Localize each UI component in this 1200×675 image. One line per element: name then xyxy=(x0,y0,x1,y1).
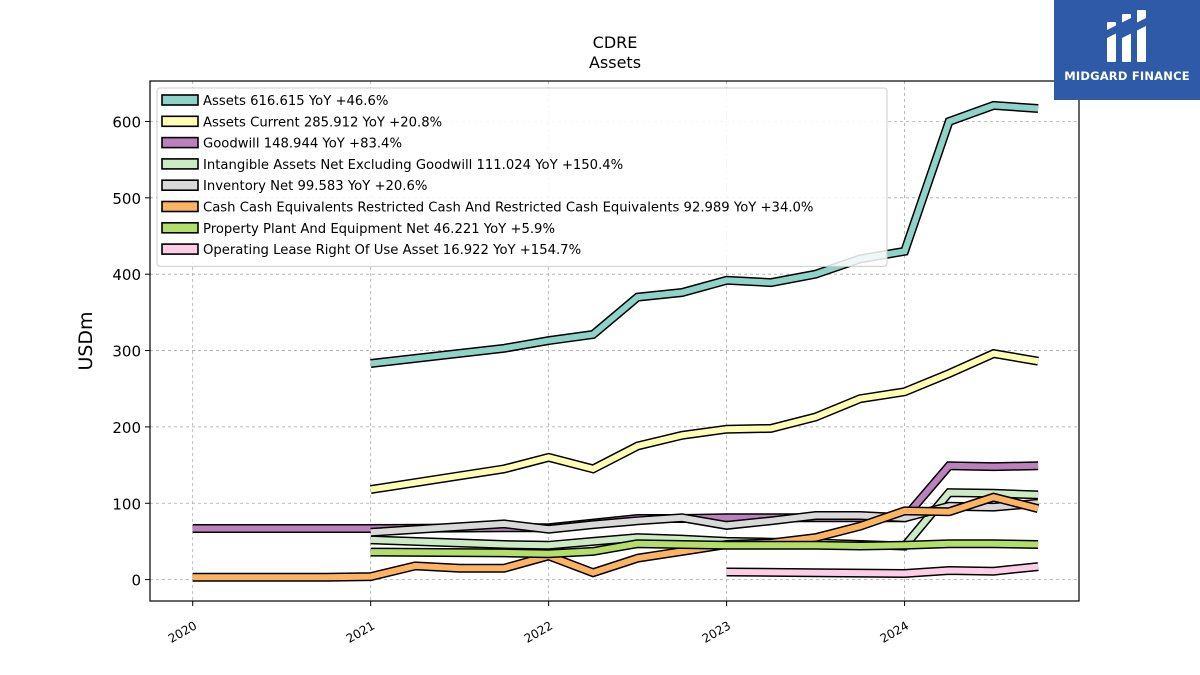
y-tick-label: 0 xyxy=(131,572,141,590)
legend-entry: Inventory Net 99.583 YoY +20.6% xyxy=(203,179,427,194)
y-tick-label: 600 xyxy=(112,113,141,131)
x-tick-label: 2023 xyxy=(700,618,733,645)
x-tick-label: 2024 xyxy=(878,618,911,645)
legend-swatch xyxy=(161,136,199,149)
y-tick-label: 400 xyxy=(112,266,141,284)
series-line-outline xyxy=(370,348,1039,494)
y-tick-label: 100 xyxy=(112,495,141,513)
legend-entry: Cash Cash Equivalents Restricted Cash An… xyxy=(203,201,813,216)
legend-swatch xyxy=(161,94,199,106)
legend-swatch xyxy=(161,222,199,234)
legend-swatch xyxy=(161,179,199,191)
chart-subtitle: Assets xyxy=(589,53,641,72)
legend-swatch xyxy=(161,115,199,128)
logo-mark-icon xyxy=(1107,10,1146,62)
x-tick-label: 2022 xyxy=(522,618,555,645)
series-line xyxy=(370,350,1039,493)
series-line xyxy=(370,102,1039,367)
series-6 xyxy=(370,539,1039,559)
x-tick-label: 2020 xyxy=(166,618,199,645)
brand-logo: MIDGARD FINANCE xyxy=(1054,0,1200,100)
series-line xyxy=(370,540,1039,557)
series-5 xyxy=(192,492,1040,582)
legend: Assets 616.615 YoY +46.6% Assets Current … xyxy=(156,87,888,267)
legend-swatch xyxy=(161,200,199,213)
legend-swatch xyxy=(161,158,199,170)
legend-entry: Intangible Assets Net Excluding Goodwill… xyxy=(203,158,623,173)
legend-box xyxy=(156,87,888,267)
chart-title: CDRE xyxy=(593,33,638,52)
series-line xyxy=(192,494,1039,581)
legend-entry: Assets Current 285.912 YoY +20.8% xyxy=(203,115,442,130)
legend-swatch xyxy=(161,243,199,255)
series-7 xyxy=(726,562,1039,579)
plot-frame xyxy=(149,80,1080,602)
series-lines xyxy=(192,100,1040,582)
legend-entry: Goodwill 148.944 YoY +83.4% xyxy=(203,137,402,152)
x-tick-label: 2021 xyxy=(344,618,377,645)
series-line xyxy=(726,563,1039,577)
y-tick-label: 300 xyxy=(112,343,141,361)
legend-entry: Property Plant And Equipment Net 46.221 … xyxy=(203,222,555,237)
y-tick-label: 500 xyxy=(112,190,141,208)
logo-text: MIDGARD FINANCE xyxy=(1064,69,1190,83)
series-1 xyxy=(370,348,1039,494)
legend-entry: Assets 616.615 YoY +46.6% xyxy=(203,94,388,109)
y-tick-label: 200 xyxy=(112,419,141,437)
y-axis-label: USDm xyxy=(75,311,97,370)
legend-entry: Operating Lease Right Of Use Asset 16.92… xyxy=(203,243,581,258)
series-0 xyxy=(370,100,1039,368)
